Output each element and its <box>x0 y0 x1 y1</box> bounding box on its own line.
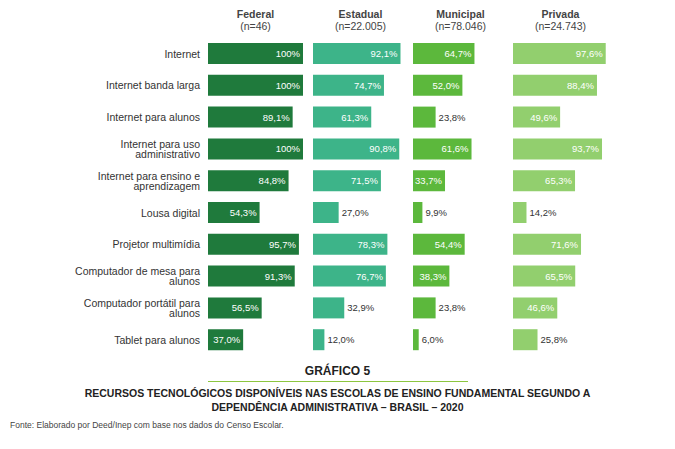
svg-text:97,6%: 97,6% <box>576 48 603 59</box>
html-text:(n=24.743): (n=24.743) <box>535 20 586 32</box>
svg-text:23,8%: 23,8% <box>439 112 466 123</box>
svg-text:33,7%: 33,7% <box>415 175 442 186</box>
html-text:(n=78.046): (n=78.046) <box>435 20 486 32</box>
svg-text:37,0%: 37,0% <box>213 334 240 345</box>
svg-text:71,6%: 71,6% <box>551 239 578 250</box>
svg-text:Internet para ensino eaprendiz: Internet para ensino eaprendizagem <box>98 170 200 193</box>
svg-text:38,3%: 38,3% <box>419 271 446 282</box>
svg-text:Internet para usoadministrativ: Internet para usoadministrativo <box>121 138 201 161</box>
svg-text:32,9%: 32,9% <box>347 302 374 313</box>
svg-text:95,7%: 95,7% <box>269 239 296 250</box>
html-text:Fonte: Elaborado por Deed/Inep: Fonte: Elaborado por Deed/Inep com base … <box>10 420 284 430</box>
svg-text:61,3%: 61,3% <box>341 112 368 123</box>
svg-text:88,4%: 88,4% <box>567 80 594 91</box>
svg-text:92,1%: 92,1% <box>371 48 398 59</box>
html-text:Federal: Federal <box>236 8 275 20</box>
svg-text:14,2%: 14,2% <box>529 207 556 218</box>
svg-text:Computador portátil paraalunos: Computador portátil paraalunos <box>84 297 200 320</box>
svg-text:84,8%: 84,8% <box>259 175 286 186</box>
svg-text:78,3%: 78,3% <box>357 239 384 250</box>
svg-text:6,0%: 6,0% <box>422 334 444 345</box>
svg-text:65,3%: 65,3% <box>545 175 572 186</box>
svg-text:52,0%: 52,0% <box>432 80 459 91</box>
html-text:(n=22.005): (n=22.005) <box>335 20 386 32</box>
svg-text:27,0%: 27,0% <box>342 207 369 218</box>
svg-text:90,8%: 90,8% <box>369 143 396 154</box>
svg-text:93,7%: 93,7% <box>572 143 599 154</box>
html-text:Municipal: Municipal <box>436 8 485 20</box>
svg-text:46,6%: 46,6% <box>527 302 554 313</box>
html-text:(n=46): (n=46) <box>240 20 271 32</box>
svg-text:9,9%: 9,9% <box>425 207 447 218</box>
html-text:GRÁFICO 5: GRÁFICO 5 <box>304 364 371 378</box>
svg-text:100%: 100% <box>276 48 301 59</box>
svg-text:Tablet para alunos: Tablet para alunos <box>114 334 200 346</box>
html-text:Estadual: Estadual <box>338 8 383 20</box>
svg-text:Internet banda larga: Internet banda larga <box>106 79 200 91</box>
svg-text:Computador de mesa paraalunos: Computador de mesa paraalunos <box>75 265 200 288</box>
svg-text:Internet para alunos: Internet para alunos <box>107 111 200 123</box>
svg-text:65,5%: 65,5% <box>545 271 572 282</box>
svg-text:56,5%: 56,5% <box>232 302 259 313</box>
svg-text:100%: 100% <box>276 143 301 154</box>
svg-text:54,3%: 54,3% <box>230 207 257 218</box>
svg-text:74,7%: 74,7% <box>354 80 381 91</box>
svg-text:100%: 100% <box>276 80 301 91</box>
svg-text:64,7%: 64,7% <box>445 48 472 59</box>
svg-text:25,8%: 25,8% <box>541 334 568 345</box>
svg-text:89,1%: 89,1% <box>263 112 290 123</box>
svg-text:Projetor multimídia: Projetor multimídia <box>112 238 200 250</box>
svg-text:Internet: Internet <box>164 48 200 60</box>
svg-text:61,6%: 61,6% <box>442 143 469 154</box>
svg-text:12,0%: 12,0% <box>327 334 354 345</box>
svg-text:Lousa digital: Lousa digital <box>141 207 200 219</box>
html-text:RECURSOS TECNOLÓGICOS DISPONÍV: RECURSOS TECNOLÓGICOS DISPONÍVEIS NAS ES… <box>84 387 591 413</box>
svg-text:76,7%: 76,7% <box>356 271 383 282</box>
svg-text:71,5%: 71,5% <box>351 175 378 186</box>
svg-text:49,6%: 49,6% <box>530 112 557 123</box>
svg-text:23,8%: 23,8% <box>439 302 466 313</box>
svg-text:91,3%: 91,3% <box>265 271 292 282</box>
svg-text:54,4%: 54,4% <box>435 239 462 250</box>
html-text:Privada: Privada <box>541 8 580 20</box>
